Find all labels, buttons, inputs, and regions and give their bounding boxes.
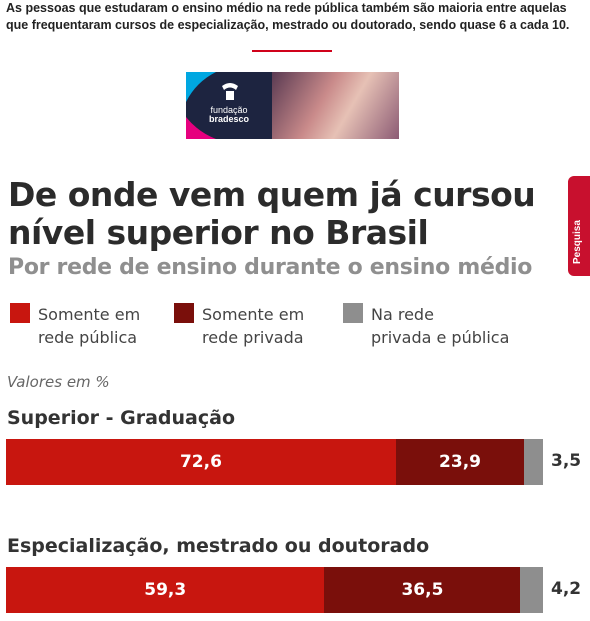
stacked-bar: 59,3 36,5 xyxy=(6,567,543,613)
data-label-public: 72,6 xyxy=(179,452,222,472)
legend-swatch-both xyxy=(343,303,363,323)
section-divider xyxy=(252,50,332,52)
intro-text: As pessoas que estudaram o ensino médio … xyxy=(6,1,570,32)
ad-photo xyxy=(272,72,399,139)
data-label-private: 36,5 xyxy=(401,580,444,600)
legend-swatch-public xyxy=(10,303,30,323)
advertisement-banner[interactable]: fundação bradesco xyxy=(186,72,399,139)
chart-subtitle: Por rede de ensino durante o ensino médi… xyxy=(8,255,533,280)
ad-brand-line1: fundação xyxy=(210,105,248,115)
stacked-bar: 72,6 23,9 xyxy=(6,439,543,485)
units-note: Valores em % xyxy=(7,373,110,391)
legend-label-public-line1: Somente em xyxy=(38,305,141,324)
legend-label-private-line2: rede privada xyxy=(202,328,304,347)
legend-label-both-line1: Na rede xyxy=(371,305,434,324)
legend-label-public-line2: rede pública xyxy=(38,328,138,347)
ad-logo-area: fundação bradesco xyxy=(186,72,272,139)
legend-label-private-line1: Somente em xyxy=(202,305,305,324)
bar-segment-private xyxy=(324,567,521,613)
chart-title: De onde vem quem já cursou nível superio… xyxy=(8,175,536,252)
data-label-both: 3,5 xyxy=(551,451,582,471)
ad-brand-line2: bradesco xyxy=(208,114,250,124)
bar-segment-both xyxy=(520,567,543,613)
data-label-both: 4,2 xyxy=(551,579,582,599)
category-label: Especialização, mestrado ou doutorado xyxy=(7,535,430,557)
category-label: Superior - Graduação xyxy=(7,407,235,429)
bar-segment-private xyxy=(395,439,525,485)
fundacao-bradesco-logo-icon xyxy=(186,72,238,139)
legend-label-both-line2: privada e pública xyxy=(371,328,510,347)
legend-swatch-private xyxy=(174,303,194,323)
data-label-public: 59,3 xyxy=(144,580,187,600)
survey-tab-label: Pesquisa xyxy=(572,220,583,264)
bar-segment-both xyxy=(524,439,543,485)
survey-side-tab[interactable]: Pesquisa xyxy=(568,176,590,276)
data-label-private: 23,9 xyxy=(439,452,481,472)
bar-segment-public xyxy=(6,567,325,613)
bar-segment-public xyxy=(6,439,396,485)
